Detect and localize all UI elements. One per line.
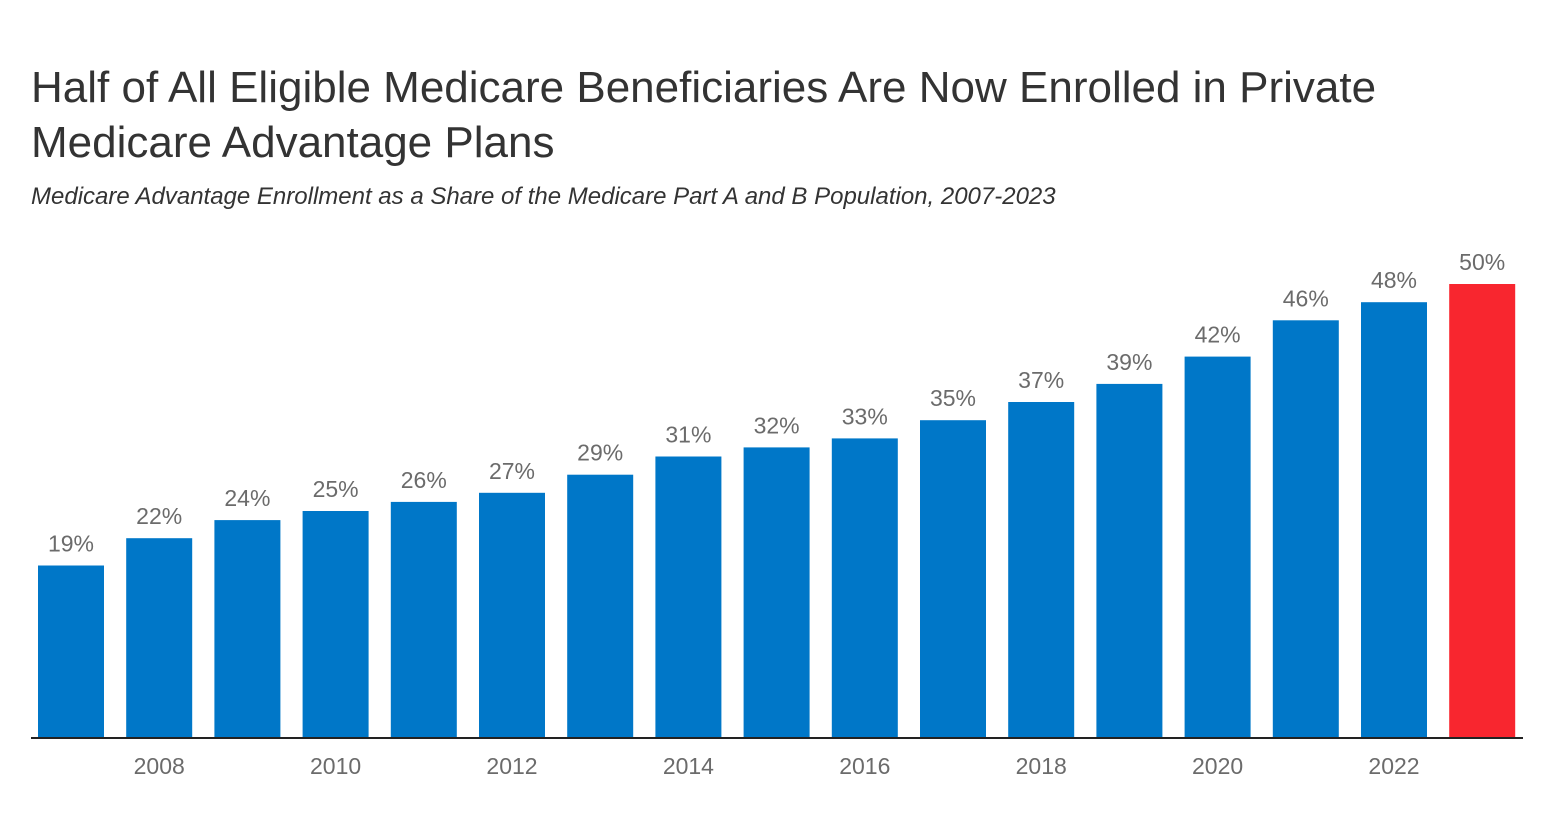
bar-2008 bbox=[126, 538, 193, 738]
data-label-2007: 19% bbox=[48, 531, 94, 557]
bar-2015 bbox=[743, 447, 810, 738]
data-label-2023: 50% bbox=[1459, 249, 1505, 275]
data-label-2009: 24% bbox=[224, 485, 270, 511]
bar-2009 bbox=[214, 520, 281, 738]
x-tick-label-2020: 2020 bbox=[1192, 753, 1243, 779]
bar-2014 bbox=[655, 456, 722, 738]
bar-2020 bbox=[1184, 356, 1251, 738]
data-label-2019: 39% bbox=[1106, 349, 1152, 375]
bar-2023 bbox=[1449, 284, 1516, 738]
bars-group bbox=[38, 284, 1516, 738]
bar-2021 bbox=[1272, 320, 1339, 738]
x-tick-label-2014: 2014 bbox=[663, 753, 714, 779]
data-labels-group: 19% 22% 24% 25% 26% 27% 29% 31% 32% 33% 35% 37% 39% 4… bbox=[48, 249, 1505, 557]
data-label-2015: 32% bbox=[754, 412, 800, 438]
x-tick-label-2022: 2022 bbox=[1368, 753, 1419, 779]
bar-2013 bbox=[567, 474, 634, 738]
data-label-2014: 31% bbox=[665, 422, 711, 448]
data-label-2008: 22% bbox=[136, 503, 182, 529]
bar-2022 bbox=[1361, 302, 1427, 738]
x-tick-label-2008: 2008 bbox=[134, 753, 185, 779]
bar-2016 bbox=[831, 438, 898, 738]
data-label-2017: 35% bbox=[930, 385, 976, 411]
bar-2018 bbox=[1008, 402, 1075, 738]
data-label-2020: 42% bbox=[1195, 322, 1241, 348]
x-tick-labels-group: 2008 2010 2012 2014 2016 2018 2020 2022 bbox=[134, 753, 1420, 779]
data-label-2022: 48% bbox=[1371, 267, 1417, 293]
data-label-2010: 25% bbox=[313, 476, 359, 502]
bar-2010 bbox=[302, 511, 369, 738]
bar-2017 bbox=[920, 420, 986, 738]
bar-2011 bbox=[390, 501, 457, 738]
data-label-2018: 37% bbox=[1018, 367, 1064, 393]
chart-title: Half of All Eligible Medicare Beneficiar… bbox=[31, 63, 1377, 167]
x-tick-label-2012: 2012 bbox=[486, 753, 537, 779]
x-tick-label-2010: 2010 bbox=[310, 753, 361, 779]
data-label-2013: 29% bbox=[577, 440, 623, 466]
bar-2012 bbox=[479, 492, 545, 738]
data-label-2021: 46% bbox=[1283, 285, 1329, 311]
x-tick-label-2016: 2016 bbox=[839, 753, 890, 779]
bar-2007 bbox=[38, 565, 104, 738]
x-tick-label-2018: 2018 bbox=[1016, 753, 1067, 779]
data-label-2011: 26% bbox=[401, 467, 447, 493]
data-label-2012: 27% bbox=[489, 458, 535, 484]
data-label-2016: 33% bbox=[842, 403, 888, 429]
bar-2019 bbox=[1096, 383, 1163, 738]
chart-subtitle: Medicare Advantage Enrollment as a Share… bbox=[31, 183, 1056, 210]
